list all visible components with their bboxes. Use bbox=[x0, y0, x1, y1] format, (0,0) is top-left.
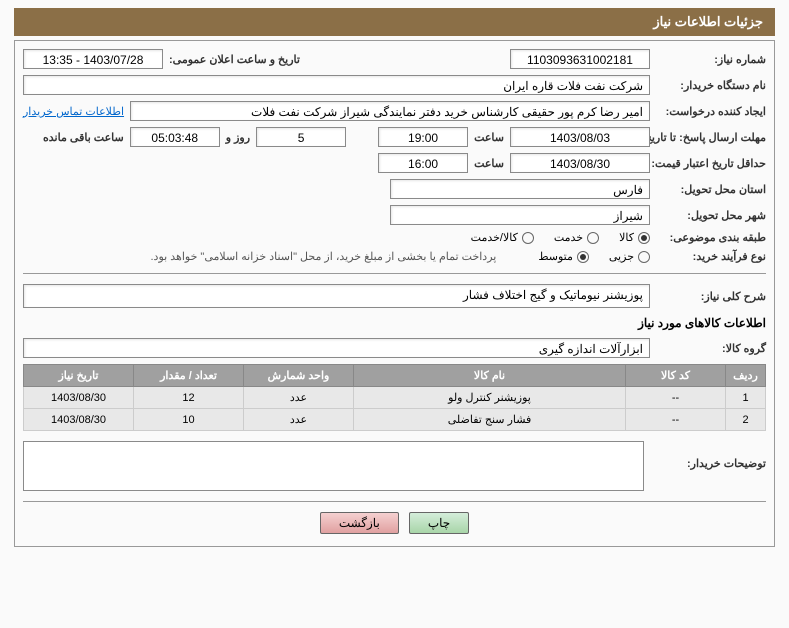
radio-dot-icon bbox=[638, 232, 650, 244]
th-qty: تعداد / مقدار bbox=[134, 365, 244, 387]
days-and-label: روز و bbox=[226, 131, 250, 144]
radio-dot-icon bbox=[587, 232, 599, 244]
city-field: شیراز bbox=[390, 205, 650, 225]
main-panel: شماره نیاز: 1103093631002181 تاریخ و ساع… bbox=[14, 40, 775, 547]
cell-name: فشار سنج تفاضلی bbox=[354, 409, 626, 431]
row-buyer-org: نام دستگاه خریدار: شرکت نفت فلات قاره ای… bbox=[23, 75, 766, 95]
row-city: شهر محل تحویل: شیراز bbox=[23, 205, 766, 225]
row-purchase-type: نوع فرآیند خرید: جزیی متوسط پرداخت تمام … bbox=[23, 250, 766, 263]
announce-field: 1403/07/28 - 13:35 bbox=[23, 49, 163, 69]
category-label: طبقه بندی موضوعی: bbox=[656, 231, 766, 244]
radio-dot-icon bbox=[638, 251, 650, 263]
time-label-2: ساعت bbox=[474, 157, 504, 170]
province-label: استان محل تحویل: bbox=[656, 183, 766, 196]
buyer-notes-textarea[interactable] bbox=[23, 441, 644, 491]
cell-unit: عدد bbox=[244, 387, 354, 409]
remaining-label: ساعت باقی مانده bbox=[43, 131, 124, 144]
radio-goods-service-label: کالا/خدمت bbox=[471, 231, 518, 244]
radio-goods-label: کالا bbox=[619, 231, 634, 244]
back-button[interactable]: بازگشت bbox=[320, 512, 399, 534]
radio-goods-service[interactable]: کالا/خدمت bbox=[471, 231, 534, 244]
cell-code: -- bbox=[626, 387, 726, 409]
th-row: ردیف bbox=[726, 365, 766, 387]
row-requester: ایجاد کننده درخواست: امیر رضا کرم پور حق… bbox=[23, 101, 766, 121]
row-province: استان محل تحویل: فارس bbox=[23, 179, 766, 199]
description-label: شرح کلی نیاز: bbox=[656, 290, 766, 303]
goods-info-title: اطلاعات کالاهای مورد نیاز bbox=[23, 316, 766, 330]
cell-row: 2 bbox=[726, 409, 766, 431]
row-validity: حداقل تاریخ اعتبار قیمت: تا تاریخ: 1403/… bbox=[23, 153, 766, 173]
radio-goods[interactable]: کالا bbox=[619, 231, 650, 244]
button-row: چاپ بازگشت bbox=[23, 512, 766, 534]
cell-row: 1 bbox=[726, 387, 766, 409]
cell-code: -- bbox=[626, 409, 726, 431]
goods-group-field: ابزارآلات اندازه گیری bbox=[23, 338, 650, 358]
deadline-label: مهلت ارسال پاسخ: تا تاریخ: bbox=[656, 131, 766, 144]
row-goods-group: گروه کالا: ابزارآلات اندازه گیری bbox=[23, 338, 766, 358]
th-code: کد کالا bbox=[626, 365, 726, 387]
radio-medium-label: متوسط bbox=[538, 250, 573, 263]
table-row: 2 -- فشار سنج تفاضلی عدد 10 1403/08/30 bbox=[24, 409, 766, 431]
row-description: شرح کلی نیاز: پوزیشنر نیوماتیک و گیج اخت… bbox=[23, 284, 766, 308]
buyer-org-field: شرکت نفت فلات قاره ایران bbox=[23, 75, 650, 95]
description-field: پوزیشنر نیوماتیک و گیج اختلاف فشار bbox=[23, 284, 650, 308]
radio-medium[interactable]: متوسط bbox=[538, 250, 589, 263]
print-button[interactable]: چاپ bbox=[409, 512, 469, 534]
cell-date: 1403/08/30 bbox=[24, 409, 134, 431]
row-buyer-notes: توضیحات خریدار: bbox=[23, 441, 766, 491]
radio-small[interactable]: جزیی bbox=[609, 250, 650, 263]
row-need-number: شماره نیاز: 1103093631002181 تاریخ و ساع… bbox=[23, 49, 766, 69]
validity-time-field: 16:00 bbox=[378, 153, 468, 173]
need-number-label: شماره نیاز: bbox=[656, 53, 766, 66]
table-row: 1 -- پوزیشنر کنترل ولو عدد 12 1403/08/30 bbox=[24, 387, 766, 409]
deadline-date-field: 1403/08/03 bbox=[510, 127, 650, 147]
cell-name: پوزیشنر کنترل ولو bbox=[354, 387, 626, 409]
row-deadline: مهلت ارسال پاسخ: تا تاریخ: 1403/08/03 سا… bbox=[23, 127, 766, 147]
goods-table: ردیف کد کالا نام کالا واحد شمارش تعداد /… bbox=[23, 364, 766, 431]
th-name: نام کالا bbox=[354, 365, 626, 387]
city-label: شهر محل تحویل: bbox=[656, 209, 766, 222]
row-category: طبقه بندی موضوعی: کالا خدمت کالا/خدمت bbox=[23, 231, 766, 244]
radio-dot-icon bbox=[522, 232, 534, 244]
purchase-type-label: نوع فرآیند خرید: bbox=[656, 250, 766, 263]
page-header: جزئیات اطلاعات نیاز bbox=[14, 8, 775, 36]
buyer-notes-label: توضیحات خریدار: bbox=[656, 441, 766, 470]
page-title: جزئیات اطلاعات نیاز bbox=[653, 14, 763, 29]
buyer-org-label: نام دستگاه خریدار: bbox=[656, 79, 766, 92]
cell-qty: 10 bbox=[134, 409, 244, 431]
divider bbox=[23, 273, 766, 274]
days-count-field: 5 bbox=[256, 127, 346, 147]
cell-unit: عدد bbox=[244, 409, 354, 431]
contact-link[interactable]: اطلاعات تماس خریدار bbox=[23, 105, 124, 118]
time-label-1: ساعت bbox=[474, 131, 504, 144]
category-radio-group: کالا خدمت کالا/خدمت bbox=[471, 231, 650, 244]
validity-label: حداقل تاریخ اعتبار قیمت: تا تاریخ: bbox=[656, 157, 766, 170]
province-field: فارس bbox=[390, 179, 650, 199]
radio-service-label: خدمت bbox=[554, 231, 583, 244]
th-date: تاریخ نیاز bbox=[24, 365, 134, 387]
purchase-type-radio-group: جزیی متوسط bbox=[538, 250, 650, 263]
cell-qty: 12 bbox=[134, 387, 244, 409]
validity-date-field: 1403/08/30 bbox=[510, 153, 650, 173]
requester-label: ایجاد کننده درخواست: bbox=[656, 105, 766, 118]
deadline-time-field: 19:00 bbox=[378, 127, 468, 147]
radio-service[interactable]: خدمت bbox=[554, 231, 599, 244]
need-number-field: 1103093631002181 bbox=[510, 49, 650, 69]
countdown-field: 05:03:48 bbox=[130, 127, 220, 147]
goods-group-label: گروه کالا: bbox=[656, 342, 766, 355]
radio-small-label: جزیی bbox=[609, 250, 634, 263]
cell-date: 1403/08/30 bbox=[24, 387, 134, 409]
radio-dot-icon bbox=[577, 251, 589, 263]
table-header-row: ردیف کد کالا نام کالا واحد شمارش تعداد /… bbox=[24, 365, 766, 387]
th-unit: واحد شمارش bbox=[244, 365, 354, 387]
announce-label: تاریخ و ساعت اعلان عمومی: bbox=[169, 53, 300, 66]
purchase-note: پرداخت تمام یا بخشی از مبلغ خرید، از محل… bbox=[151, 250, 497, 263]
requester-field: امیر رضا کرم پور حقیقی کارشناس خرید دفتر… bbox=[130, 101, 650, 121]
divider bbox=[23, 501, 766, 502]
